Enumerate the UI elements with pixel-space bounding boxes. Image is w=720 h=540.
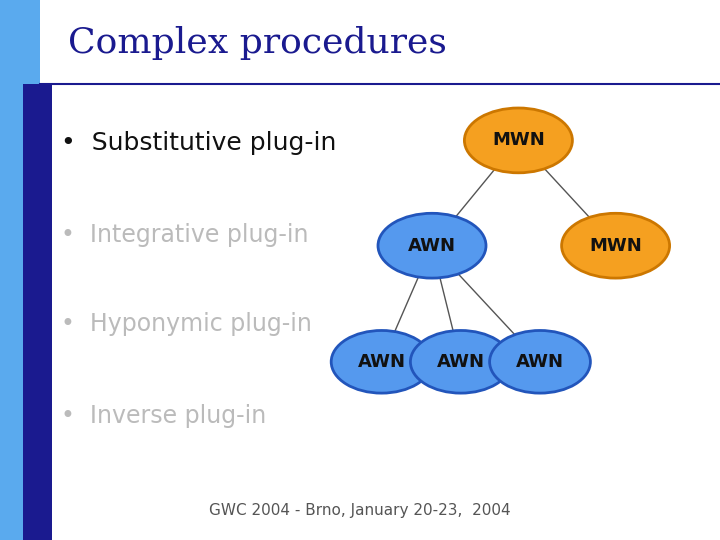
Text: MWN: MWN — [589, 237, 642, 255]
FancyBboxPatch shape — [0, 0, 40, 540]
Text: Complex procedures: Complex procedures — [68, 26, 447, 60]
Text: GWC 2004 - Brno, January 20-23,  2004: GWC 2004 - Brno, January 20-23, 2004 — [210, 503, 510, 518]
Text: MWN: MWN — [492, 131, 545, 150]
Ellipse shape — [410, 330, 511, 393]
Text: AWN: AWN — [358, 353, 405, 371]
Text: •  Substitutive plug-in: • Substitutive plug-in — [61, 131, 336, 155]
Ellipse shape — [562, 213, 670, 278]
Text: AWN: AWN — [408, 237, 456, 255]
Ellipse shape — [331, 330, 432, 393]
Ellipse shape — [464, 108, 572, 173]
FancyBboxPatch shape — [23, 84, 52, 540]
Ellipse shape — [378, 213, 486, 278]
Text: •  Inverse plug-in: • Inverse plug-in — [61, 404, 266, 428]
Text: •  Integrative plug-in: • Integrative plug-in — [61, 223, 309, 247]
Text: AWN: AWN — [437, 353, 485, 371]
Text: AWN: AWN — [516, 353, 564, 371]
Text: •  Hyponymic plug-in: • Hyponymic plug-in — [61, 312, 312, 336]
Ellipse shape — [490, 330, 590, 393]
